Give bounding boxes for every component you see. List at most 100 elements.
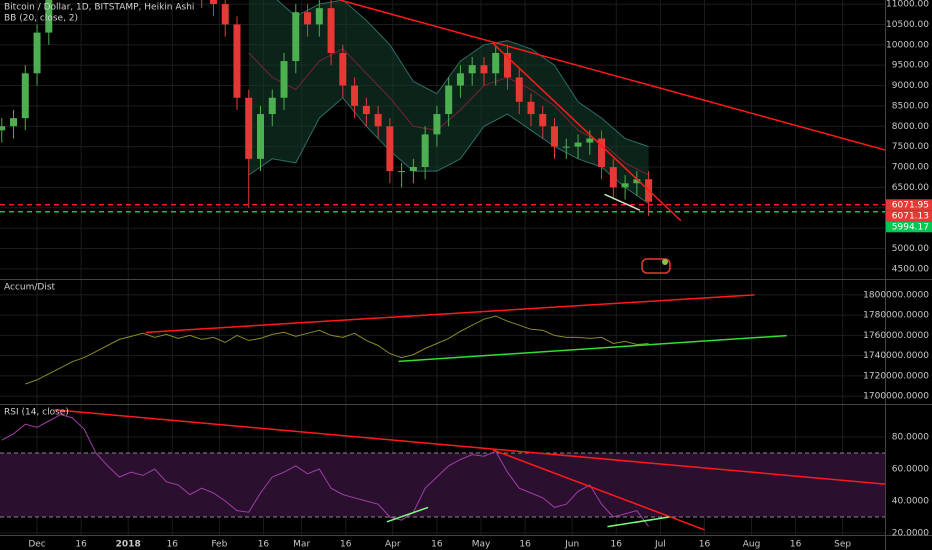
pane-title: RSI (14, close) [4,408,69,418]
x-tick-label: Apr [385,540,401,550]
x-tick-label: 16 [340,540,352,550]
x-tick-label: 2018 [116,540,141,550]
candle-body [33,32,41,74]
y-tick-label: 8500.00 [892,101,929,111]
x-tick-label: 16 [167,540,179,550]
y-tick-label: 9500.00 [892,61,929,71]
price-label: 5994.17 [892,222,929,232]
y-tick-label: 1760000.0000 [863,331,929,341]
y-tick-label: 40.0000 [892,497,929,507]
candle-body [503,52,511,78]
candle-body [633,179,641,184]
x-tick-label: May [472,540,491,550]
y-tick-label: 1720000.0000 [863,371,929,381]
x-tick-label: 16 [258,540,270,550]
price-label-box [886,221,932,233]
x-tick-label: Aug [743,540,761,550]
trendline [492,449,705,531]
y-tick-label: 7500.00 [892,142,929,152]
candle-body [268,97,276,115]
candle-body [10,118,18,127]
pane-title: Bitcoin / Dollar, 1D, BITSTAMP, Heikin A… [4,3,194,13]
x-tick-label: 16 [75,540,87,550]
price-label: 6071.13 [892,211,929,221]
candle-body [433,114,441,135]
candle-body [221,4,229,25]
candle-body [445,85,453,115]
pane [0,0,885,270]
x-tick-label: Jun [564,540,579,550]
x-tick-label: 16 [790,540,802,550]
trendline [398,334,787,363]
candle-body [315,8,323,25]
pane-subtitle: BB (20, close, 2) [4,14,78,24]
candle-body [245,97,253,159]
candle-body [257,114,265,159]
x-tick-label: 16 [519,540,531,550]
x-tick-label: 16 [611,540,623,550]
pane [0,294,885,397]
candle-body [574,142,582,147]
y-tick-label: 8000.00 [892,122,929,132]
candle-body [304,12,312,25]
x-tick-label: Dec [28,540,45,550]
candle-body [586,138,594,143]
pane [0,409,885,534]
candle-body [351,85,359,106]
y-tick-label: 4500.00 [892,264,929,274]
candle-body [562,146,570,148]
candle-body [21,73,29,119]
candle-body [0,126,6,131]
candle-body [480,65,488,74]
y-tick-label: 7000.00 [892,162,929,172]
x-tick-label: Jul [654,540,666,550]
y-tick-label: 10500.00 [886,20,929,30]
candle-body [339,52,347,86]
y-tick-label: 9000.00 [892,81,929,91]
y-tick-label: 20.0000 [892,529,929,539]
price-label: 6071.95 [892,200,929,210]
y-tick-label: 60.0000 [892,465,929,475]
candle-body [621,183,629,188]
x-tick-label: Sep [834,540,851,550]
candle-body [398,171,406,173]
y-tick-label: 5000.00 [892,244,929,254]
candle-body [280,61,288,98]
chart-icon-dot [662,259,668,265]
bb-line [248,97,649,205]
x-tick-label: 16 [699,540,711,550]
y-tick-label: 1800000.0000 [863,290,929,300]
rsi-band [0,453,885,517]
candle-body [409,166,417,172]
trendline [54,409,885,485]
candle-body [515,77,523,102]
trendline [386,506,429,523]
indicator-line [1,414,650,527]
candle-body [362,105,370,115]
indicator-line [25,315,649,385]
x-tick-label: Feb [211,540,227,550]
candle-body [539,114,547,127]
candle-body [468,65,476,74]
candle-body [609,166,617,188]
candle-body [551,126,559,147]
candle-body [45,0,53,33]
candle-body [598,138,606,167]
x-tick-label: 16 [431,540,443,550]
trendline [607,516,670,528]
candle-body [456,73,464,86]
trendline [339,0,885,151]
candle-body [209,0,217,5]
candle-body [527,101,535,115]
y-tick-label: 11000.00 [886,0,929,10]
candle-body [233,24,241,98]
trendline [145,294,755,334]
y-tick-label: 6500.00 [892,183,929,193]
price-label-box [886,199,932,211]
y-tick-label: 1700000.0000 [863,392,929,402]
x-tick-label: Mar [293,540,310,550]
price-label-box [886,210,932,222]
pane-title: Accum/Dist [4,283,56,293]
chart-icon [641,258,671,274]
